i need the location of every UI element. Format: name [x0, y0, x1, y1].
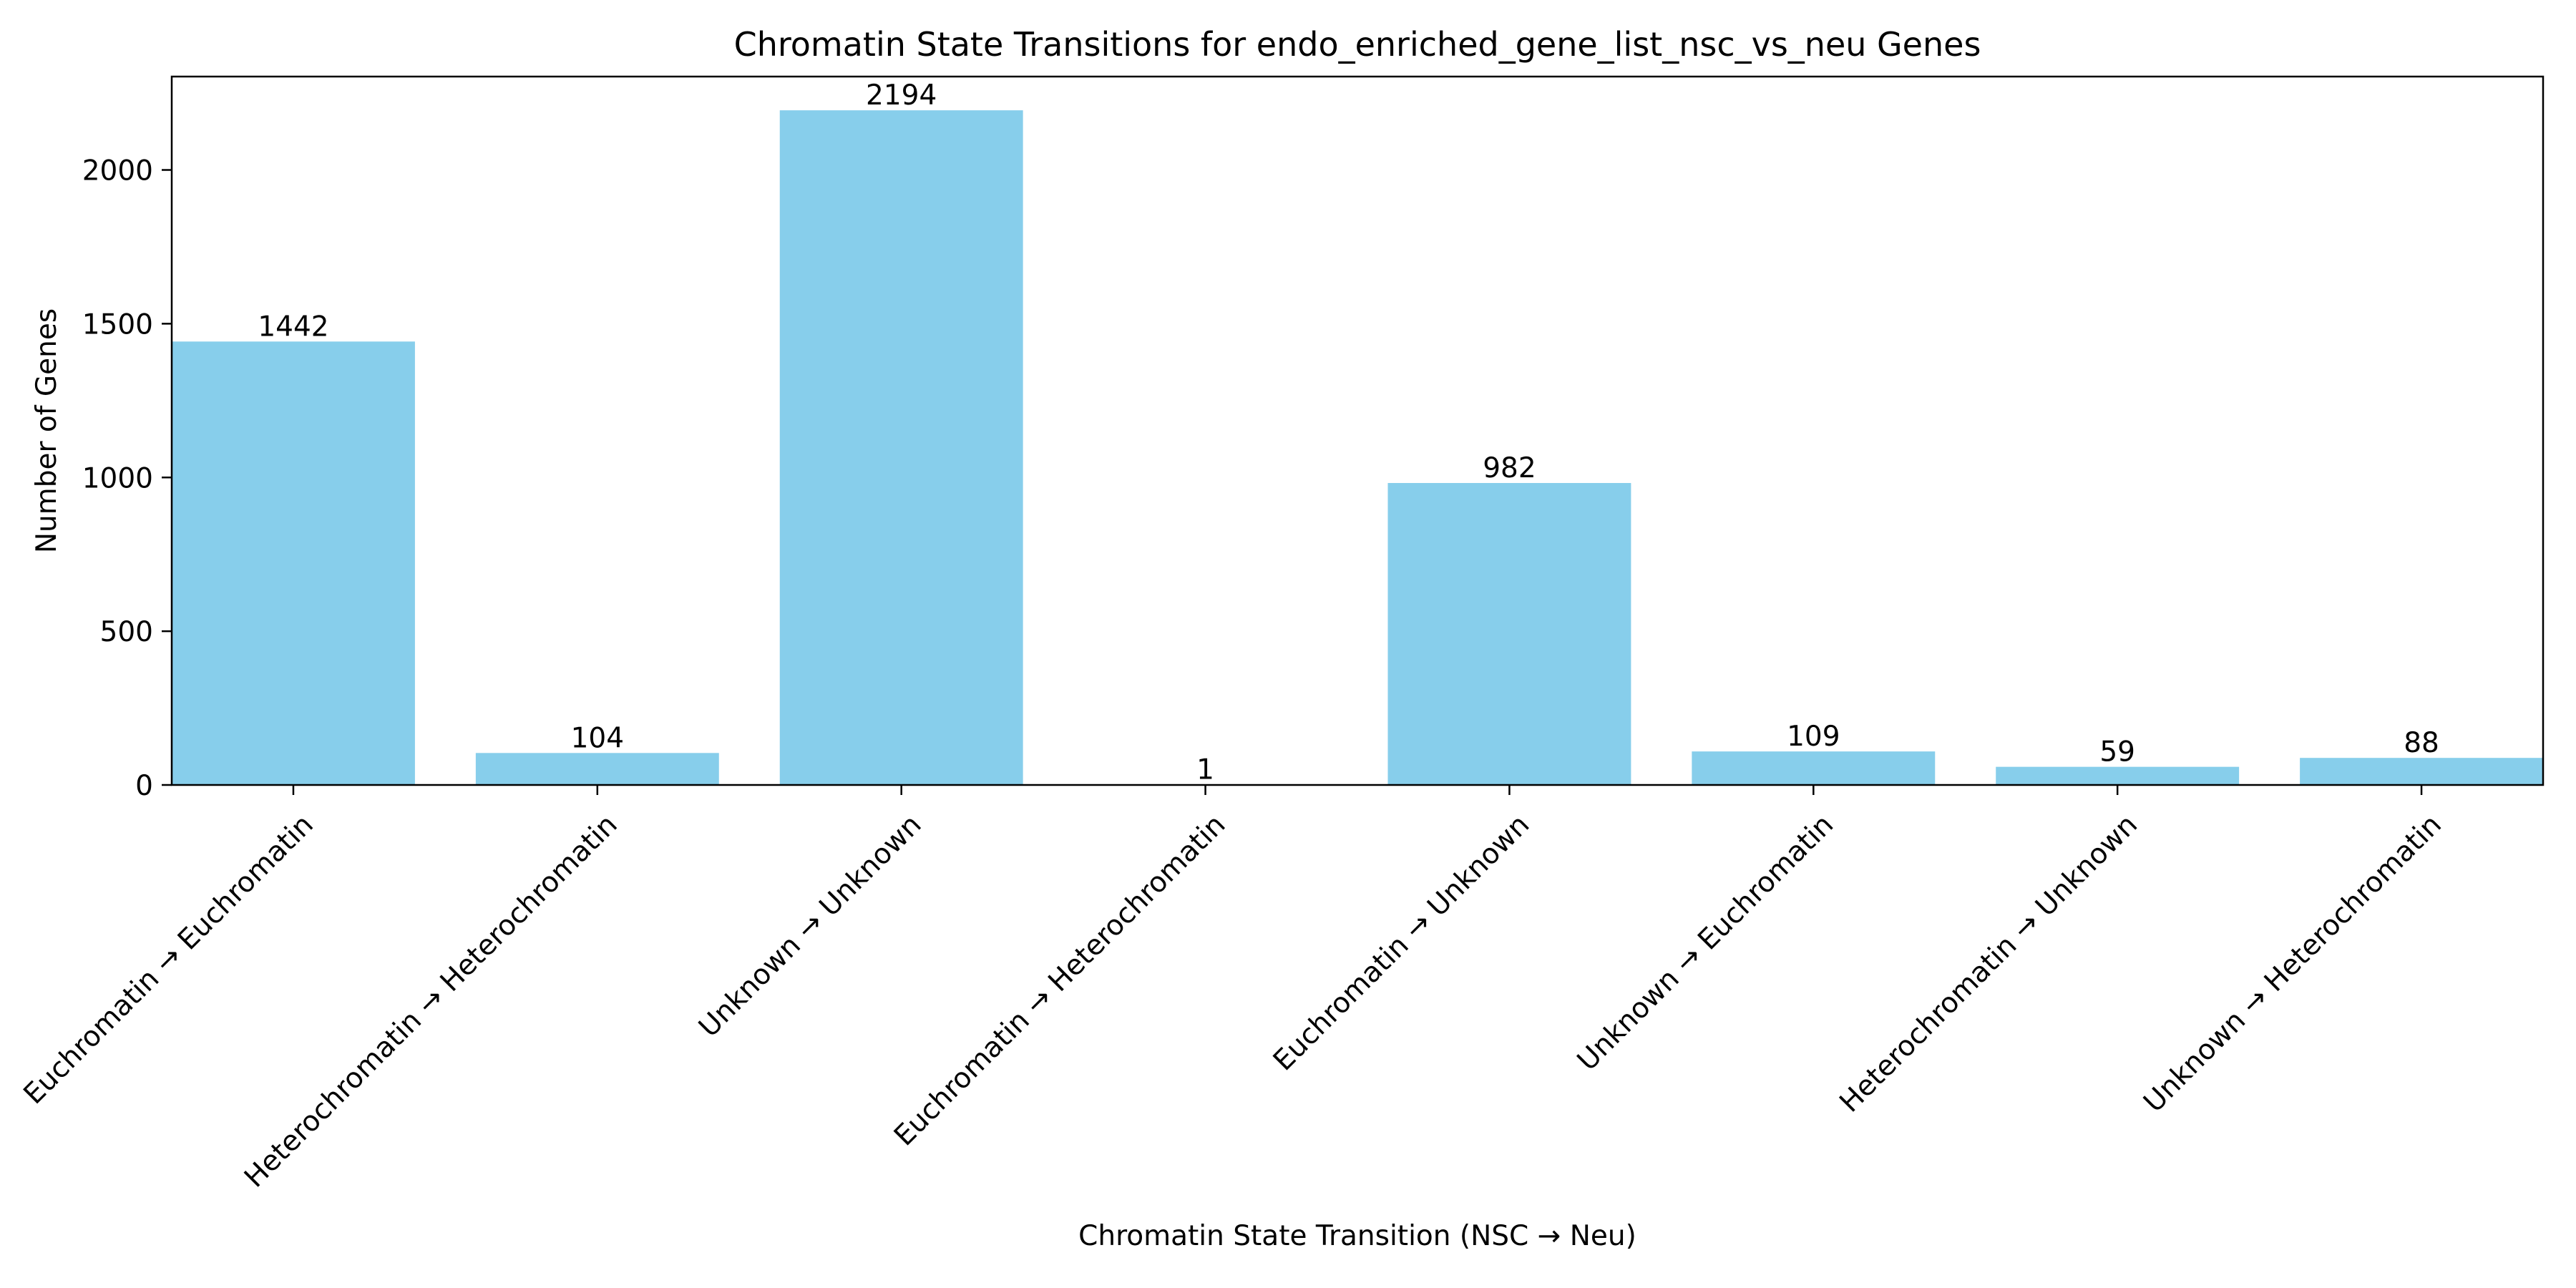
bar: [779, 110, 1023, 786]
bar-value-label: 59: [2099, 736, 2135, 769]
bar: [1387, 482, 1631, 785]
y-tick-label: 1000: [82, 462, 153, 494]
x-tick-label: Heterochromatin → Unknown: [1834, 809, 2145, 1119]
y-axis: 0 500 1000 1500 2000: [82, 155, 172, 802]
data-labels-layer: 1442 104 2194 1 982 109 59 88: [258, 79, 2439, 786]
bar-value-label: 1: [1196, 754, 1214, 786]
x-tick-label: Unknown → Unknown: [693, 809, 927, 1043]
x-axis: Euchromatin → EuchromatinHeterochromatin…: [18, 785, 2448, 1194]
y-tick-label: 2000: [82, 155, 153, 187]
bar-value-label: 104: [571, 722, 624, 754]
bar-value-label: 109: [1787, 721, 1840, 753]
bar-value-label: 1442: [258, 311, 328, 343]
x-tick-label: Unknown → Heterochromatin: [2137, 809, 2448, 1119]
x-tick-label: Heterochromatin → Heterochromatin: [238, 809, 624, 1194]
bar-value-label: 982: [1483, 452, 1536, 484]
bar: [1692, 751, 1936, 785]
x-tick-label: Euchromatin → Euchromatin: [18, 809, 320, 1111]
y-axis-title: Number of Genes: [31, 308, 63, 553]
bar: [1996, 766, 2240, 785]
x-tick-label: Euchromatin → Unknown: [1267, 809, 1536, 1077]
bar: [172, 341, 415, 785]
bar: [2300, 758, 2543, 785]
y-tick-label: 500: [100, 616, 153, 648]
x-tick-label: Euchromatin → Heterochromatin: [888, 809, 1231, 1152]
chart-title: Chromatin State Transitions for endo_enr…: [734, 25, 1981, 64]
plot-frame: [170, 75, 2545, 786]
bar-value-label: 2194: [866, 79, 937, 112]
y-tick-label: 1500: [82, 308, 153, 341]
x-axis-title: Chromatin State Transition (NSC → Neu): [1078, 1220, 1636, 1252]
y-tick-label: 0: [135, 770, 153, 802]
x-tick-label: Unknown → Euchromatin: [1571, 809, 1840, 1077]
bar-value-label: 88: [2404, 727, 2439, 759]
bars-layer: [172, 110, 2543, 786]
bar: [475, 753, 719, 785]
